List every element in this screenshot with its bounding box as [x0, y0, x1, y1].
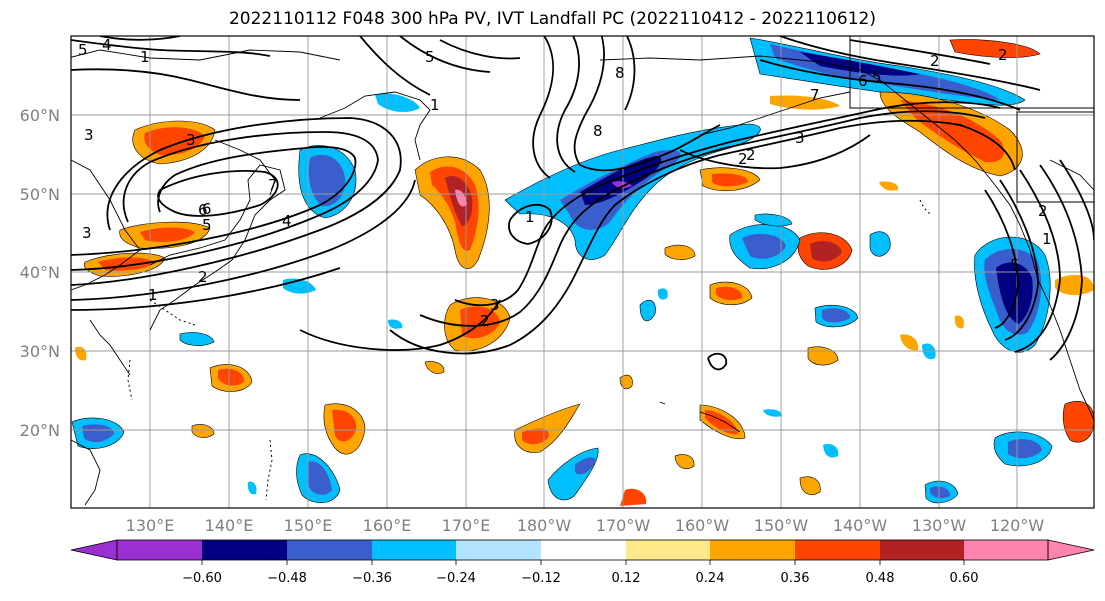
colorbar-tick-label: 0.60 — [950, 571, 979, 586]
colorbar-segment — [795, 540, 880, 560]
colorbar-tick-label: −0.24 — [436, 571, 476, 586]
contour-label: 2 — [746, 146, 756, 164]
colorbar-segment — [287, 540, 372, 560]
contour-label: 5 — [202, 216, 212, 234]
contour-label: 1 — [525, 208, 535, 226]
lon-tick-label: 120°W — [990, 516, 1045, 535]
contour-label: 3 — [84, 126, 94, 144]
colorbar-segment — [202, 540, 287, 560]
anomaly-fills — [71, 37, 1094, 506]
colorbar: −0.60 −0.48 −0.36 −0.24 −0.12 0.12 0.24 … — [70, 539, 1095, 586]
contour-label: 3 — [490, 296, 500, 314]
domain-boxes — [849, 36, 1094, 203]
contour-label: 8 — [615, 64, 625, 82]
contour-labels: 5 4 5 3 7 6 8 1 3 6 5 2 4 1 2 8 1 2 3 6 … — [78, 36, 1052, 330]
lat-tick-label: 30°N — [20, 342, 60, 361]
lon-axis: 130°E 140°E 150°E 160°E 170°E 180°W 170°… — [126, 516, 1045, 535]
lon-tick-label: 170°W — [596, 516, 651, 535]
contour-label: 6 — [202, 200, 212, 218]
lat-tick-label: 20°N — [20, 421, 60, 440]
colorbar-segment — [964, 540, 1048, 560]
map-frame — [70, 35, 1095, 509]
map-title: 2022110112 F048 300 hPa PV, IVT Landfall… — [228, 9, 876, 29]
colorbar-tick-label: −0.48 — [267, 571, 307, 586]
contour-label: 4 — [282, 212, 292, 230]
islands — [127, 199, 931, 501]
contour-label: 3 — [795, 129, 805, 147]
lon-tick-label: 140°W — [833, 516, 888, 535]
contour-label: 3 — [82, 224, 92, 242]
contour-label: 8 — [593, 122, 603, 140]
lat-axis: 60°N 50°N 40°N 30°N 20°N — [20, 106, 60, 440]
colorbar-segment — [880, 540, 964, 560]
contour-label: 6 — [858, 72, 868, 90]
contour-label: 1 — [148, 286, 158, 304]
lon-tick-label: 160°W — [675, 516, 730, 535]
colorbar-max-extension — [1047, 539, 1095, 561]
lat-tick-label: 50°N — [20, 185, 60, 204]
colorbar-segment — [117, 540, 202, 560]
map-area: 5 4 5 3 7 6 8 1 3 6 5 2 4 1 2 8 1 2 3 6 … — [71, 36, 1094, 508]
colorbar-segment — [710, 540, 795, 560]
lat-tick-label: 40°N — [20, 263, 60, 282]
contour-label: 2 — [1038, 202, 1048, 220]
contour-label: 4 — [102, 36, 112, 54]
lon-tick-label: 160°E — [363, 516, 412, 535]
colorbar-tick-label: 0.36 — [781, 571, 810, 586]
lon-tick-label: 150°E — [284, 516, 333, 535]
contour-label: 2 — [480, 312, 490, 330]
lon-tick-label: 140°E — [205, 516, 254, 535]
colorbar-segment — [626, 540, 710, 560]
contour-label: 2 — [738, 150, 748, 168]
contour-label: 7 — [810, 86, 820, 104]
colorbar-tick-label: −0.36 — [352, 571, 392, 586]
colorbar-tick-label: 0.12 — [612, 571, 641, 586]
colorbar-segment — [541, 540, 626, 560]
contour-label: 5 — [1010, 256, 1020, 274]
lon-tick-label: 180°W — [517, 516, 572, 535]
colorbar-tick-label: 0.24 — [696, 571, 725, 586]
colorbar-segment — [372, 540, 456, 560]
contour-label: 5 — [425, 48, 435, 66]
colorbar-tick-label: −0.12 — [521, 571, 561, 586]
lon-tick-label: 130°W — [912, 516, 967, 535]
contour-label: 5 — [872, 68, 882, 86]
colorbar-segment — [456, 540, 541, 560]
lon-tick-label: 130°E — [126, 516, 175, 535]
colorbar-min-extension — [70, 539, 118, 561]
contour-label: 7 — [268, 176, 278, 194]
pv-contours — [71, 36, 1094, 371]
colorbar-tick-label: 0.48 — [866, 571, 895, 586]
contour-label: 5 — [78, 41, 88, 59]
lon-tick-label: 150°W — [754, 516, 809, 535]
contour-label: 1 — [140, 48, 150, 66]
contour-label: 3 — [186, 131, 196, 149]
contour-label: 1 — [1042, 230, 1052, 248]
lon-tick-label: 170°E — [442, 516, 491, 535]
colorbar-tick-label: −0.60 — [182, 571, 222, 586]
contour-label: 1 — [430, 96, 440, 114]
contour-label: 6 — [198, 201, 208, 219]
contour-label: 2 — [198, 268, 208, 286]
contour-label: 2 — [930, 52, 940, 70]
lat-tick-label: 60°N — [20, 106, 60, 125]
coastlines — [71, 49, 1094, 506]
contour-label: 2 — [998, 46, 1008, 64]
